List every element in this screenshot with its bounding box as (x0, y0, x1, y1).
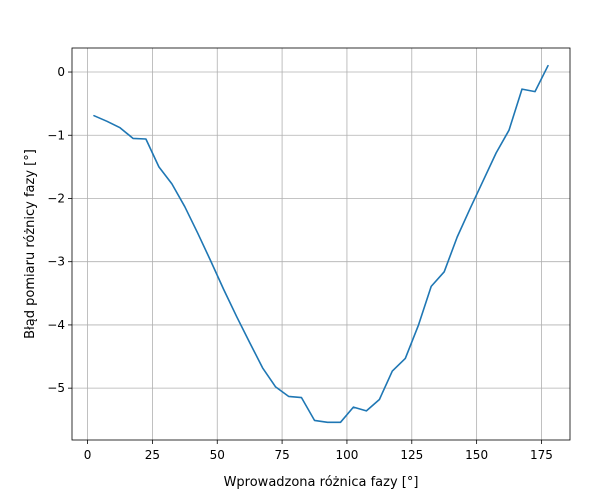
x-tick-label: 50 (210, 448, 225, 462)
y-tick-label: −1 (47, 128, 65, 142)
y-tick-label: −4 (47, 318, 65, 332)
y-tick-label: −3 (47, 255, 65, 269)
series-line (93, 64, 549, 424)
y-tick-label: 0 (57, 65, 65, 79)
series-layer (93, 64, 549, 424)
x-axis-label: Wprowadzona różnica fazy [°] (224, 475, 419, 490)
x-axis: 0 25 50 75 100 125 150 175 (84, 440, 553, 462)
x-tick-label: 25 (145, 448, 160, 462)
grid (72, 48, 570, 440)
x-tick-label: 125 (400, 448, 423, 462)
x-tick-label: 175 (530, 448, 553, 462)
y-tick-label: −5 (47, 381, 65, 395)
x-tick-label: 150 (465, 448, 488, 462)
x-tick-label: 100 (335, 448, 358, 462)
y-axis-label: Błąd pomiaru różnicy fazy [°] (23, 149, 38, 339)
plot-frame (71, 47, 571, 441)
x-tick-label: 0 (84, 448, 92, 462)
y-tick-label: −2 (47, 191, 65, 205)
x-tick-label: 75 (274, 448, 289, 462)
y-axis: 0 −1 −2 −3 −4 −5 (47, 65, 72, 395)
